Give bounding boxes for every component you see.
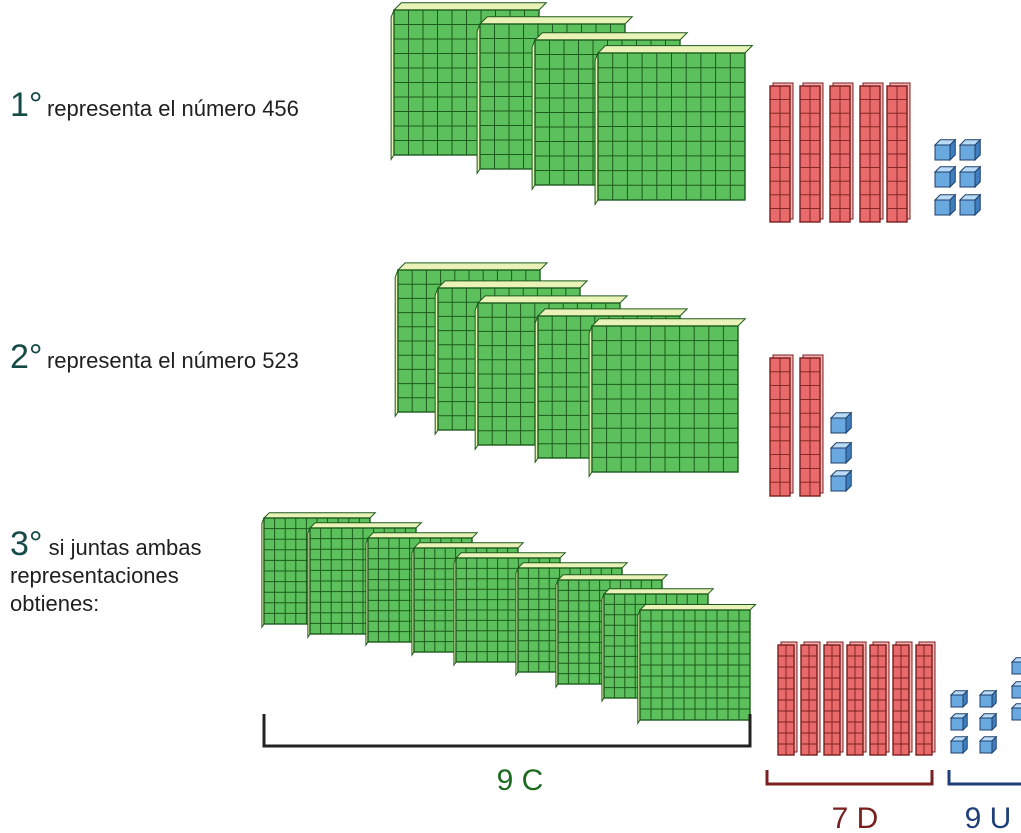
step-3-label: 3° si juntas ambas representaciones obti… [10,527,202,618]
unit-cube [949,689,969,709]
unit-cube [978,735,998,755]
row-523-blocks [394,262,853,497]
step-2-text: representa el número 523 [46,348,299,373]
hundred-flat [637,604,757,725]
unit-cube [958,165,982,189]
step-3-line-2: representaciones [10,563,179,588]
unit-cube [949,712,969,732]
row-456-blocks [390,2,982,223]
unit-cube [958,193,982,217]
units-label: 9 U [965,802,1012,833]
step-1-number: 1° [10,86,43,124]
unit-cube [933,165,957,189]
unit-cube [949,735,969,755]
unit-cube [933,138,957,162]
hundred-flat [594,45,754,207]
unit-cube [978,712,998,732]
unit-cube [933,193,957,217]
unit-cube [978,689,998,709]
step-3-number: 3° [10,525,43,563]
ten-rod [892,641,913,756]
unit-cube [1010,703,1021,721]
unit-cube [829,441,853,465]
ten-rod [799,82,824,223]
ten-rod [829,82,854,223]
units-bracket [947,770,1021,786]
unit-cube [829,411,853,435]
step-3-line-3: obtienes: [10,591,100,616]
step-1-text: representa el número 456 [46,96,299,121]
ten-rod [886,82,911,223]
ten-rod [777,641,798,756]
ten-rod [769,82,794,223]
hundred-flat [588,318,747,479]
hundreds-bracket [262,714,752,748]
tens-label: 7 D [832,802,879,833]
row-total-blocks [261,512,1021,756]
unit-cube [1010,657,1021,675]
tens-bracket [765,770,934,786]
ten-rod [799,354,824,497]
ten-rod [915,641,936,756]
step-2-number: 2° [10,338,43,376]
ten-rod [769,354,794,497]
ten-rod [800,641,821,756]
hundreds-label: 9 C [497,764,544,797]
unit-cube [829,469,853,493]
step-3-line-1: si juntas ambas [48,535,202,560]
ten-rod [823,641,844,756]
step-2-label: 2° representa el número 523 [10,338,299,377]
unit-cube [1010,681,1021,699]
ten-rod [869,641,890,756]
step-1-label: 1° representa el número 456 [10,86,299,125]
unit-cube [958,138,982,162]
ten-rod [859,82,884,223]
ten-rod [846,641,867,756]
